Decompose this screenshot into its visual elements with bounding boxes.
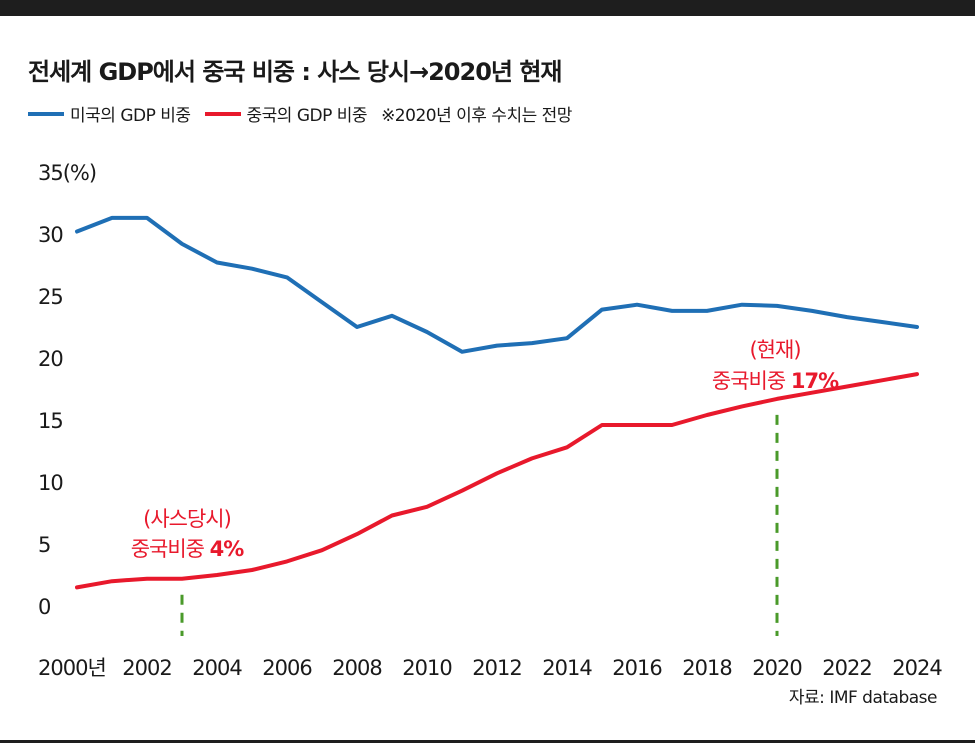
legend-label-china: 중국의 GDP 비중	[246, 106, 368, 126]
annotation-share-label: 중국비중	[712, 369, 791, 393]
legend: 미국의 GDP 비중 중국의 GDP 비중 ※2020년 이후 수치는 전망	[28, 101, 572, 126]
y-tick-label: 10	[38, 471, 63, 495]
source-note: 자료: IMF database	[788, 688, 938, 708]
x-tick-label: 2004	[192, 656, 242, 680]
x-tick-label: 2018	[682, 656, 731, 680]
x-tick-label: 2022	[822, 656, 871, 680]
legend-swatch-china	[204, 111, 241, 116]
x-tick-label: 2010	[402, 656, 451, 680]
chart-title: 전세계 GDP에서 중국 비중 : 사스 당시→2020년 현재	[28, 58, 562, 86]
annotation-period: (현재)	[749, 338, 800, 362]
annotations: (사스당시) 중국비중 4% (현재) 중국비중 17%	[131, 338, 840, 561]
x-tick-label: 2006	[262, 656, 312, 680]
y-tick-label: 30	[38, 223, 63, 247]
y-tick-label: 35(%)	[38, 161, 96, 185]
x-tick-label: 2020	[752, 656, 801, 680]
legend-item-china: 중국의 GDP 비중	[204, 101, 368, 126]
legend-item-us: 미국의 GDP 비중	[28, 101, 191, 126]
x-tick-label: 2016	[612, 656, 662, 680]
y-axis-ticks: 35(%) 30 25 20 15 10 5 0	[38, 161, 97, 619]
y-tick-label: 20	[38, 347, 63, 371]
annotation-share-value: 4%	[210, 537, 245, 561]
legend-label-us: 미국의 GDP 비중	[70, 106, 191, 126]
china-series-line	[75, 372, 919, 590]
annotation-share-label: 중국비중	[131, 537, 210, 561]
top-bar	[0, 0, 975, 16]
annotation-share-value: 17%	[791, 369, 839, 393]
y-tick-label: 5	[38, 533, 50, 557]
us-series-line	[75, 215, 919, 354]
annotation-share: 중국비중 17%	[712, 369, 839, 393]
y-tick-label: 0	[38, 595, 50, 619]
x-tick-label: 2008	[332, 656, 381, 680]
x-tick-label: 2024	[892, 656, 942, 680]
y-tick-label: 25	[38, 285, 63, 309]
x-tick-label: 2000년	[38, 656, 106, 680]
x-tick-label: 2012	[472, 656, 521, 680]
series-lines	[75, 215, 919, 590]
bottom-rule	[0, 740, 975, 743]
x-axis-ticks: 2000년 2002 2004 2006 2008 2010 2012 2014 2016 201…	[38, 656, 943, 680]
legend-swatch-us	[28, 111, 64, 116]
annotation-period: (사스당시)	[143, 507, 231, 531]
legend-note: ※2020년 이후 수치는 전망	[381, 106, 572, 126]
y-tick-label: 15	[38, 409, 63, 433]
marker-lines	[180, 414, 779, 636]
annotation-share: 중국비중 4%	[131, 537, 245, 561]
x-tick-label: 2014	[542, 656, 592, 680]
x-tick-label: 2002	[122, 656, 171, 680]
